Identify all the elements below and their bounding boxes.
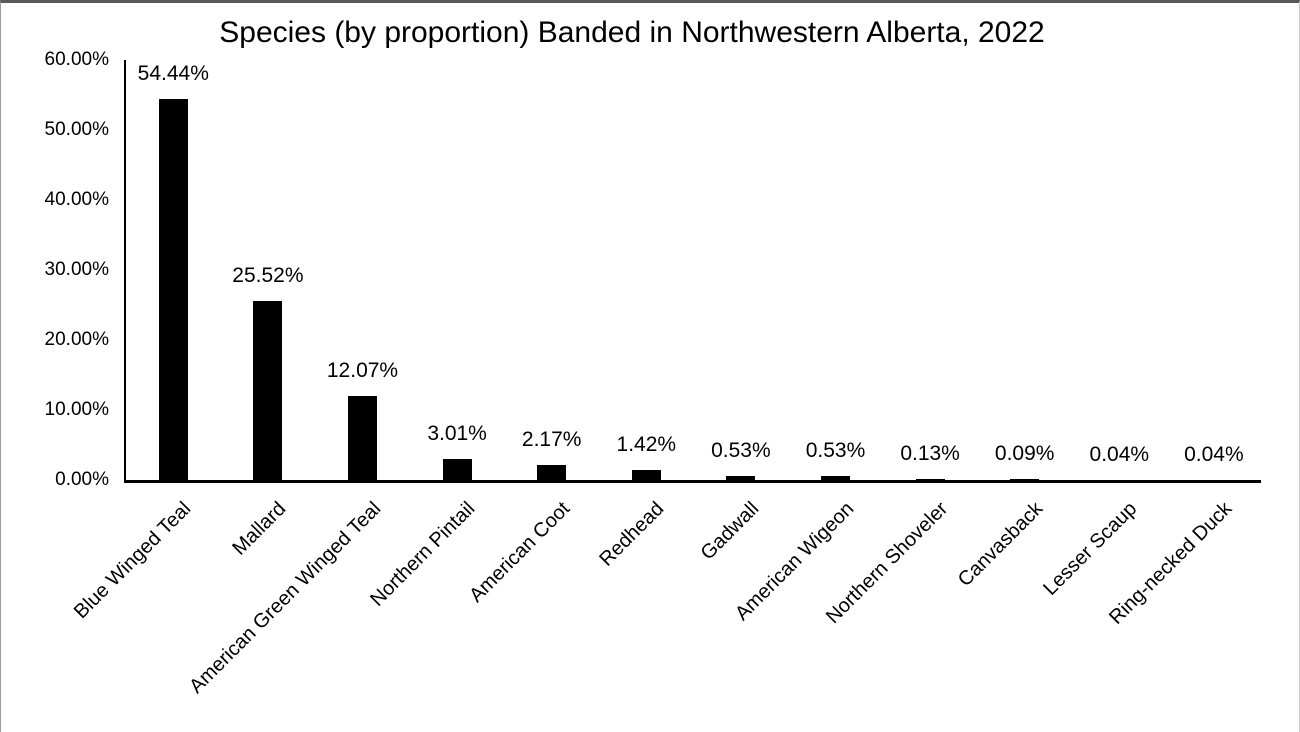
bar: [348, 395, 377, 480]
bar-value-label: 0.04%: [1089, 442, 1150, 466]
bar: [537, 464, 567, 480]
y-axis-tick-label: 40.00%: [44, 189, 109, 210]
chart-title: Species (by proportion) Banded in Northw…: [219, 16, 1045, 49]
y-axis-tick-label: 20.00%: [44, 329, 109, 350]
y-axis-tick-label: 60.00%: [44, 49, 109, 70]
bar-value-label: 0.09%: [994, 442, 1055, 466]
y-axis-tick-label: 0.00%: [55, 469, 109, 490]
bar-value-label: 3.01%: [427, 421, 487, 445]
bar-value-label: 0.53%: [711, 439, 771, 463]
bar-value-label: 0.13%: [900, 442, 960, 466]
bar-value-label: 0.04%: [1184, 442, 1244, 466]
bar-value-label: 0.53%: [805, 439, 866, 463]
bar: [631, 470, 661, 480]
bar: [915, 479, 945, 480]
bar: [158, 98, 188, 480]
x-axis-line: [124, 480, 1261, 483]
bar-value-label: 54.44%: [137, 61, 209, 85]
bar: [442, 458, 472, 480]
bar: [726, 476, 756, 480]
bar: [821, 476, 850, 480]
y-axis-line: [124, 60, 126, 480]
bar-value-label: 2.17%: [521, 427, 582, 451]
bar: [1010, 479, 1040, 480]
bar-value-label: 12.07%: [326, 358, 399, 382]
y-axis-tick-label: 30.00%: [44, 259, 109, 280]
bar-value-label: 1.42%: [616, 433, 677, 457]
y-axis-tick-label: 10.00%: [44, 399, 109, 420]
bar-value-label: 25.52%: [232, 264, 304, 288]
bar: [253, 301, 283, 480]
y-axis-tick-label: 50.00%: [44, 119, 109, 140]
